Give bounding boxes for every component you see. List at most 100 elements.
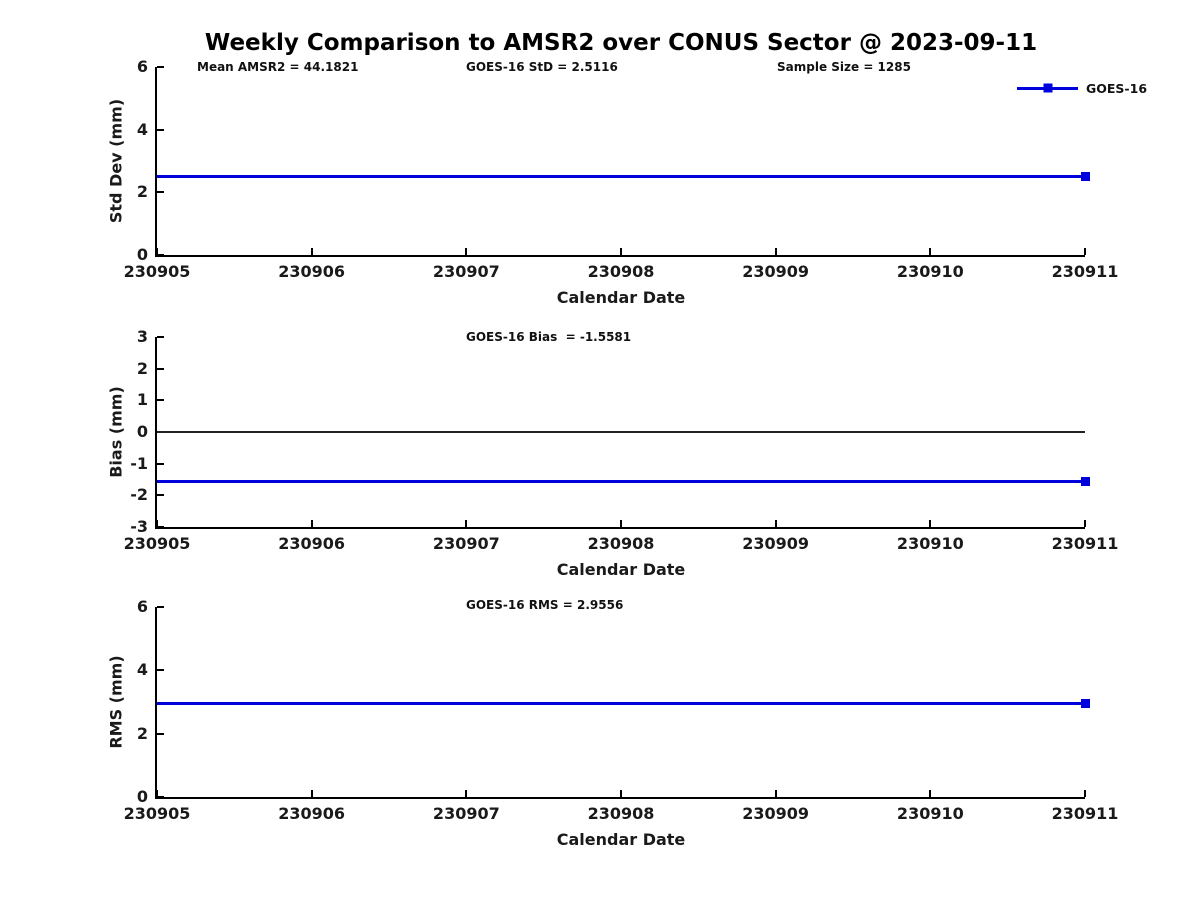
y-axis-label-std-dev: Std Dev (mm): [106, 98, 126, 224]
y-tick: [157, 399, 164, 402]
x-tick-label: 230908: [587, 804, 655, 823]
series-end-marker: [1080, 476, 1090, 486]
x-tick-label: 230908: [587, 262, 655, 281]
y-tick: [157, 336, 164, 338]
annotation-sample-size: Sample Size = 1285: [777, 60, 911, 74]
x-tick: [310, 520, 313, 527]
series-end-marker: [1080, 171, 1090, 181]
x-tick-label: 230909: [742, 804, 810, 823]
x-tick: [465, 790, 468, 797]
series-line-goes-16: [157, 174, 1085, 178]
x-tick: [774, 520, 777, 527]
x-tick-label: 230911: [1051, 804, 1119, 823]
y-tick-label: 4: [136, 119, 148, 139]
x-tick: [1084, 520, 1086, 527]
x-tick-label: 230910: [896, 262, 964, 281]
figure-title: Weekly Comparison to AMSR2 over CONUS Se…: [204, 30, 1038, 56]
y-tick: [157, 191, 164, 194]
x-tick-label: 230906: [278, 534, 346, 553]
x-tick-label: 230906: [278, 262, 346, 281]
x-tick-label: 230907: [432, 262, 500, 281]
y-axis-line: [155, 607, 157, 799]
annotation-goes16-bias: GOES-16 Bias = -1.5581: [466, 330, 632, 344]
x-tick: [156, 790, 158, 797]
x-tick: [620, 790, 622, 797]
x-tick: [929, 520, 932, 527]
x-tick-label: 230907: [432, 534, 500, 553]
y-tick: [157, 462, 164, 465]
y-tick-label: 6: [136, 57, 148, 76]
annotation-mean-amsr2: Mean AMSR2 = 44.1821: [197, 60, 359, 74]
y-tick-label: 1: [136, 390, 148, 410]
x-axis-line: [155, 527, 1085, 529]
y-axis-line: [155, 337, 157, 529]
annotation-goes16-std: GOES-16 StD = 2.5116: [466, 60, 618, 74]
x-tick: [156, 248, 158, 255]
x-tick: [620, 248, 622, 255]
x-axis-label-1: Calendar Date: [556, 288, 686, 307]
y-tick: [157, 66, 164, 68]
y-tick: [157, 606, 164, 608]
x-axis-label-2: Calendar Date: [556, 560, 686, 579]
y-tick: [157, 732, 164, 735]
x-tick-label: 230905: [123, 534, 191, 553]
x-tick-label: 230908: [587, 534, 655, 553]
x-tick-label: 230907: [432, 804, 500, 823]
y-axis-label-bias: Bias (mm): [106, 386, 126, 478]
x-axis-label-3: Calendar Date: [556, 830, 686, 849]
series-line-goes-16: [157, 479, 1085, 483]
x-tick: [465, 248, 468, 255]
y-tick: [157, 669, 164, 672]
x-tick: [156, 520, 158, 527]
x-axis-line: [155, 255, 1085, 257]
x-tick-label: 230911: [1051, 262, 1119, 281]
plot-area-bias: -3 -2 -1 0 1 2 3 230905 230906 230907 230908 230909…: [124, 328, 1119, 553]
y-tick-label: -1: [130, 453, 148, 473]
annotation-goes16-rms: GOES-16 RMS = 2.9556: [466, 598, 624, 612]
x-tick: [929, 248, 932, 255]
plot-area-std-dev: 0 2 4 6 230905 230906 230907 230908 230909 230910…: [124, 58, 1119, 281]
y-tick-label: -3: [130, 517, 148, 536]
y-tick-label: 6: [136, 597, 148, 616]
x-tick-label: 230905: [123, 262, 191, 281]
y-axis-line: [155, 67, 157, 257]
x-tick-label: 230909: [742, 534, 810, 553]
x-tick-label: 230905: [123, 804, 191, 823]
y-axis-label-rms: RMS (mm): [106, 655, 126, 749]
x-tick: [1084, 248, 1086, 255]
y-tick-label: 2: [136, 182, 148, 202]
y-tick-label: 3: [136, 327, 148, 346]
x-axis-line: [155, 797, 1085, 799]
legend-line-sample: [1017, 83, 1078, 93]
y-tick: [157, 494, 164, 497]
y-tick-label: 0: [136, 787, 148, 806]
x-tick-label: 230906: [278, 804, 346, 823]
y-tick-label: 2: [136, 358, 148, 378]
series-end-marker: [1080, 698, 1090, 708]
legend-square-marker-icon: [1043, 83, 1052, 93]
x-tick-label: 230911: [1051, 534, 1119, 553]
x-tick: [310, 790, 313, 797]
y-tick-label: 0: [136, 422, 148, 441]
y-tick: [157, 128, 164, 131]
zero-reference-line: [157, 431, 1085, 433]
x-tick: [465, 520, 468, 527]
x-tick-label: 230910: [896, 534, 964, 553]
x-tick: [774, 248, 777, 255]
y-tick-label: -2: [130, 485, 148, 505]
legend-label: GOES-16: [1086, 80, 1148, 96]
x-tick: [929, 790, 932, 797]
y-tick-label: 4: [136, 660, 148, 680]
x-tick-label: 230909: [742, 262, 810, 281]
x-tick-label: 230910: [896, 804, 964, 823]
y-tick: [157, 367, 164, 370]
legend: GOES-16: [1017, 80, 1148, 96]
y-tick-label: 0: [136, 245, 148, 264]
x-tick: [1084, 790, 1086, 797]
x-tick: [774, 790, 777, 797]
x-tick: [620, 520, 622, 527]
series-line-goes-16: [157, 701, 1085, 705]
plot-area-rms: 0 2 4 6 230905 230906 230907 230908 230909 230910…: [124, 598, 1119, 823]
y-tick-label: 2: [136, 723, 148, 743]
